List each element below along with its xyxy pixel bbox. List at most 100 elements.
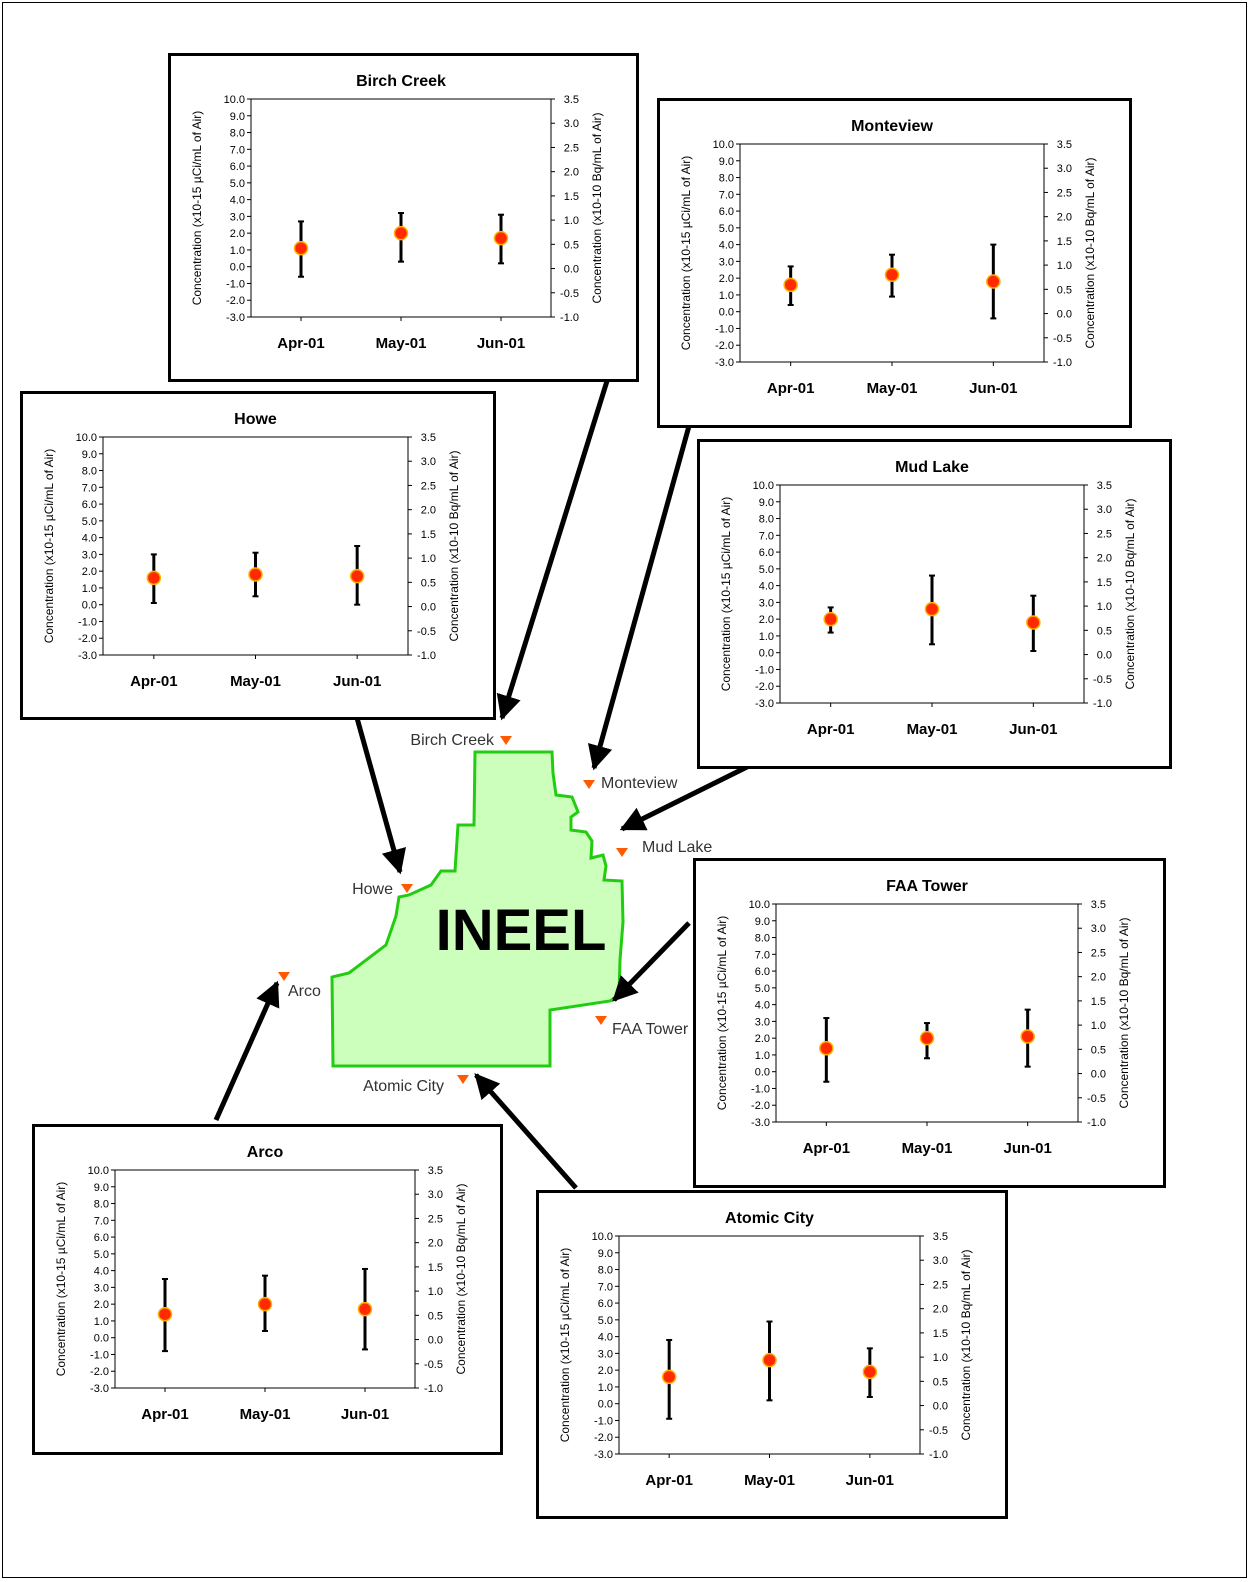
chart-birch-creek-y2-tick-label: 3.0 (564, 118, 579, 130)
chart-faa-tower-y-tick-label: -3.0 (751, 1117, 770, 1129)
chart-monteview-x-tick-label: Apr-01 (767, 380, 815, 397)
chart-monteview-y-tick-label: 5.0 (719, 223, 734, 235)
chart-svg: FAA Tower 10.0 9.0 8.0 7.0 6.0 5.0 4.0 3.0 2.0 1.0… (715, 878, 1131, 1157)
site-marker-atomic-city (457, 1075, 469, 1084)
chart-faa-tower-y2-tick-label: 2.0 (1091, 972, 1106, 984)
chart-monteview-y-axis-title: Concentration (x10-15 µCi/mL of Air) (679, 156, 693, 351)
chart-monteview-y-tick-label: 9.0 (719, 156, 734, 168)
chart-birch-creek-y-tick-label: -2.0 (226, 295, 245, 307)
chart-atomic-city-y2-tick-label: 3.0 (933, 1255, 948, 1267)
chart-monteview-y-tick-label: 7.0 (719, 189, 734, 201)
chart-howe-y-tick-label: 2.0 (82, 566, 97, 578)
chart-atomic-city-y2-axis-title: Concentration (x10-10 Bq/mL of Air) (959, 1250, 973, 1441)
chart-birch-creek-y2-tick-label: 0.0 (564, 264, 579, 276)
chart-birch-creek-y-tick-label: 3.0 (230, 211, 245, 223)
chart-mud-lake-y-tick-label: 10.0 (753, 480, 774, 492)
chart-faa-tower-x-tick-label: Apr-01 (803, 1140, 851, 1157)
chart-mud-lake-x-tick-label: Jun-01 (1009, 721, 1057, 738)
chart-howe-plot-area (102, 436, 409, 656)
chart-faa-tower-y2-tick-label: 2.5 (1091, 947, 1106, 959)
chart-howe-y2-tick-label: 0.0 (421, 602, 436, 614)
chart-arco-y2-tick-label: -0.5 (424, 1359, 443, 1371)
site-label-howe: Howe (352, 881, 393, 898)
chart-arco-y-tick-label: 7.0 (94, 1215, 109, 1227)
site-marker-mud-lake (616, 848, 628, 857)
chart-mud-lake-y2-tick-label: 1.5 (1097, 577, 1112, 589)
chart-howe-x-tick-label: Apr-01 (130, 673, 178, 690)
chart-faa-tower-y-tick-label: 3.0 (755, 1016, 770, 1028)
chart-arco-y2-tick-label: 1.5 (428, 1262, 443, 1274)
chart-atomic-city-y-tick-label: 10.0 (592, 1231, 613, 1243)
chart-monteview-y-tick-label: 3.0 (719, 256, 734, 268)
chart-monteview-y-tick-label: 0.0 (719, 307, 734, 319)
chart-arco-y-tick-label: 8.0 (94, 1199, 109, 1211)
chart-atomic-city-y2-tick-label: 2.5 (933, 1279, 948, 1291)
chart-arco: Arco 10.0 9.0 8.0 7.0 6.0 5.0 4.0 3.0 2.0 1.0 0.0 -1… (32, 1124, 503, 1455)
chart-monteview-plot-area (739, 143, 1045, 363)
chart-monteview-y2-tick-label: 3.5 (1057, 139, 1072, 151)
arrow-atomic-city (474, 1073, 578, 1190)
chart-faa-tower-y-tick-label: 6.0 (755, 966, 770, 978)
chart-birch-creek-y-tick-label: 9.0 (230, 111, 245, 123)
chart-birch-creek-y-tick-label: -1.0 (226, 278, 245, 290)
chart-monteview-y-tick-label: 10.0 (713, 139, 734, 151)
chart-mud-lake-y-tick-label: 4.0 (759, 581, 774, 593)
chart-faa-tower-data-point (919, 1030, 935, 1046)
chart-monteview-y-tick-label: 1.0 (719, 290, 734, 302)
chart-mud-lake-y2-tick-label: 2.0 (1097, 553, 1112, 565)
chart-atomic-city-y2-tick-label: -1.0 (929, 1449, 948, 1461)
site-marker-birch-creek (500, 736, 512, 745)
chart-faa-tower-y-tick-label: 1.0 (755, 1050, 770, 1062)
chart-atomic-city-y-tick-label: 4.0 (598, 1332, 613, 1344)
chart-arco-y2-tick-label: 0.0 (428, 1335, 443, 1347)
chart-atomic-city-y-tick-label: 8.0 (598, 1265, 613, 1277)
chart-atomic-city-y2-tick-label: 3.5 (933, 1231, 948, 1243)
chart-birch-creek-y2-tick-label: -0.5 (560, 288, 579, 300)
chart-arco-y-tick-label: -1.0 (90, 1349, 109, 1361)
chart-howe-y-tick-label: 4.0 (82, 533, 97, 545)
chart-arco-y-tick-label: 10.0 (88, 1165, 109, 1177)
chart-atomic-city-y-tick-label: 3.0 (598, 1348, 613, 1360)
chart-arco-data-point (357, 1301, 373, 1317)
chart-mud-lake-y2-axis-title: Concentration (x10-10 Bq/mL of Air) (1123, 499, 1137, 690)
chart-monteview-title: Monteview (851, 118, 933, 135)
chart-atomic-city-y-tick-label: 0.0 (598, 1399, 613, 1411)
site-marker-faa-tower (595, 1016, 607, 1025)
chart-arco-y2-tick-label: 3.0 (428, 1189, 443, 1201)
chart-mud-lake-y-tick-label: 1.0 (759, 631, 774, 643)
chart-howe-data-point (349, 568, 365, 584)
chart-faa-tower-data-point (1020, 1029, 1035, 1044)
chart-mud-lake-y-tick-label: 5.0 (759, 564, 774, 576)
chart-birch-creek-y-tick-label: -3.0 (226, 312, 245, 324)
chart-birch-creek-y2-tick-label: 3.5 (564, 94, 579, 106)
chart-arco-y-tick-label: 6.0 (94, 1232, 109, 1244)
chart-faa-tower-y-tick-label: 10.0 (749, 899, 770, 911)
chart-faa-tower-y-tick-label: 5.0 (755, 983, 770, 995)
chart-mud-lake-y-tick-label: 3.0 (759, 597, 774, 609)
chart-atomic-city-y-tick-label: 2.0 (598, 1365, 613, 1377)
chart-mud-lake-y-tick-label: 7.0 (759, 530, 774, 542)
chart-howe-y2-tick-label: 1.5 (421, 529, 436, 541)
arrow-faa-tower (612, 921, 691, 1002)
chart-mud-lake-y2-tick-label: -0.5 (1093, 674, 1112, 686)
chart-arco-y-tick-label: 3.0 (94, 1282, 109, 1294)
chart-mud-lake-y-tick-label: 6.0 (759, 547, 774, 559)
chart-mud-lake-y-tick-label: 2.0 (759, 614, 774, 626)
chart-birch-creek-y-tick-label: 5.0 (230, 178, 245, 190)
chart-faa-tower-y-tick-label: 2.0 (755, 1033, 770, 1045)
chart-monteview-y2-tick-label: 0.5 (1057, 284, 1072, 296)
chart-monteview-y-tick-label: -3.0 (715, 357, 734, 369)
chart-atomic-city-data-point (862, 1364, 878, 1380)
chart-monteview-x-tick-label: Jun-01 (969, 380, 1017, 397)
chart-atomic-city-y-tick-label: 7.0 (598, 1281, 613, 1293)
chart-faa-tower-y2-tick-label: 0.0 (1091, 1069, 1106, 1081)
chart-atomic-city: Atomic City 10.0 9.0 8.0 7.0 6.0 5.0 4.0 3.0 2.0 1… (536, 1190, 1008, 1519)
chart-birch-creek: Birch Creek 10.0 9.0 8.0 7.0 6.0 5.0 4.0 3.0 2.0 1… (168, 53, 639, 382)
chart-howe-data-point (248, 567, 263, 582)
chart-mud-lake-y2-tick-label: 3.5 (1097, 480, 1112, 492)
chart-howe-y-tick-label: -1.0 (78, 616, 97, 628)
chart-mud-lake-y2-tick-label: -1.0 (1093, 698, 1112, 710)
chart-faa-tower-data-point (819, 1040, 834, 1056)
chart-birch-creek-y-tick-label: 6.0 (230, 161, 245, 173)
chart-monteview-y-tick-label: 6.0 (719, 206, 734, 218)
